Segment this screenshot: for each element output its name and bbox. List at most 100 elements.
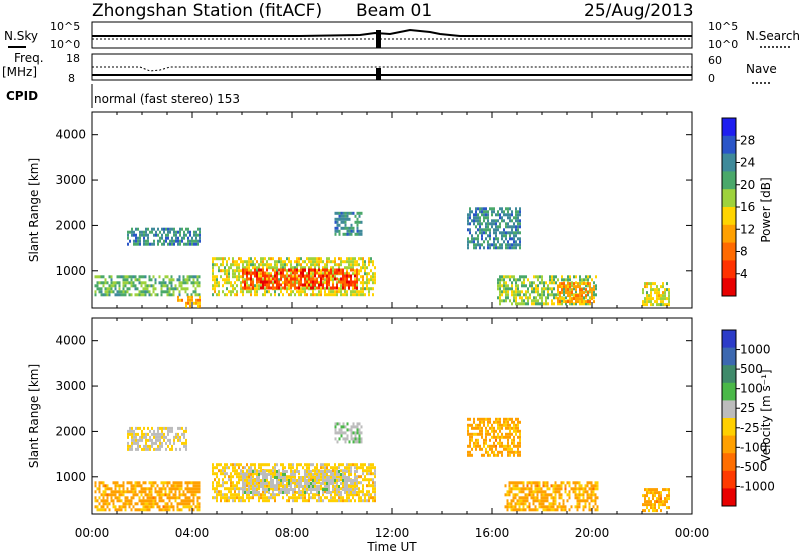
power-cell bbox=[507, 222, 509, 226]
power-cell bbox=[167, 230, 169, 234]
velocity-cell bbox=[506, 508, 509, 512]
velocity-cell bbox=[142, 487, 145, 491]
velocity-cell bbox=[181, 432, 183, 436]
power-cell bbox=[487, 225, 489, 229]
velocity-cell bbox=[104, 499, 107, 503]
power-cell bbox=[282, 293, 284, 297]
power-cell bbox=[656, 294, 658, 298]
velocity-cell bbox=[276, 485, 278, 488]
velocity-cell bbox=[338, 479, 340, 482]
velocity-cell bbox=[114, 505, 117, 509]
power-cell bbox=[232, 275, 234, 279]
power-cell bbox=[167, 242, 169, 246]
power-cell bbox=[177, 295, 179, 299]
power-cell bbox=[185, 233, 187, 237]
power-cell bbox=[137, 239, 139, 243]
velocity-cell bbox=[520, 496, 523, 500]
velocity-cell bbox=[483, 444, 485, 448]
velocity-cell bbox=[508, 502, 511, 506]
velocity-cell bbox=[576, 508, 579, 512]
velocity-cell bbox=[344, 491, 346, 494]
velocity-cell bbox=[156, 490, 159, 494]
power-cell bbox=[471, 240, 473, 244]
station-title: Zhongshan Station (fitACF) bbox=[92, 1, 322, 21]
velocity-cell bbox=[164, 508, 167, 512]
velocity-cell bbox=[348, 469, 350, 473]
power-cell bbox=[294, 286, 296, 290]
power-cell bbox=[154, 287, 157, 291]
power-cell bbox=[272, 277, 274, 281]
velocity-cell bbox=[238, 475, 240, 479]
power-cell bbox=[186, 281, 189, 285]
velocity-cell bbox=[302, 466, 304, 470]
power-cell bbox=[306, 278, 308, 282]
power-cell bbox=[354, 257, 356, 261]
power-cell bbox=[354, 269, 356, 273]
velocity-cell bbox=[98, 496, 101, 500]
power-cell bbox=[232, 287, 234, 291]
power-cell bbox=[499, 207, 501, 211]
velocity-cell bbox=[238, 472, 240, 476]
velocity-cell bbox=[504, 484, 507, 488]
power-cell bbox=[467, 222, 469, 226]
power-cell bbox=[306, 280, 308, 284]
power-cell bbox=[473, 240, 475, 244]
velocity-colorbar-segment bbox=[722, 435, 736, 454]
velocity-cell bbox=[286, 488, 288, 491]
velocity-cell bbox=[546, 484, 549, 488]
velocity-cell bbox=[574, 505, 577, 509]
power-cell bbox=[346, 293, 348, 297]
velocity-cell bbox=[544, 493, 547, 497]
velocity-cell bbox=[120, 499, 123, 503]
velocity-cell bbox=[586, 493, 589, 497]
velocity-cell bbox=[94, 499, 97, 503]
power-cell bbox=[155, 233, 157, 237]
velocity-cell bbox=[280, 476, 282, 479]
power-cell bbox=[477, 222, 479, 226]
power-cell bbox=[157, 233, 159, 237]
velocity-cell bbox=[366, 472, 368, 476]
velocity-cell bbox=[592, 493, 595, 497]
power-cell bbox=[571, 288, 573, 292]
velocity-cell bbox=[509, 426, 511, 430]
velocity-cell bbox=[491, 426, 493, 430]
velocity-cell bbox=[495, 453, 497, 457]
velocity-cell bbox=[308, 493, 310, 497]
power-cell bbox=[234, 269, 236, 273]
power-cell bbox=[575, 297, 577, 301]
velocity-cell bbox=[104, 484, 107, 488]
velocity-cell bbox=[336, 466, 338, 470]
velocity-cell bbox=[334, 476, 336, 479]
power-cell bbox=[501, 216, 503, 220]
velocity-cell bbox=[491, 450, 493, 454]
velocity-cell bbox=[228, 490, 230, 494]
velocity-cell bbox=[163, 438, 165, 442]
velocity-cell bbox=[340, 496, 342, 500]
velocity-cell bbox=[268, 496, 270, 500]
velocity-cell bbox=[278, 487, 280, 491]
velocity-cell bbox=[515, 444, 517, 448]
power-cell bbox=[507, 246, 509, 250]
power-cell bbox=[268, 266, 270, 270]
power-cell bbox=[314, 274, 316, 278]
velocity-cell bbox=[96, 487, 99, 491]
velocity-cell bbox=[652, 494, 654, 498]
power-cell bbox=[356, 223, 359, 227]
power-cell bbox=[262, 293, 264, 297]
velocity-cell bbox=[216, 490, 218, 494]
velocity-cell bbox=[668, 497, 670, 501]
velocity-cell bbox=[495, 429, 497, 433]
velocity-cell bbox=[170, 505, 173, 509]
velocity-cell bbox=[358, 475, 360, 479]
power-cell bbox=[354, 232, 357, 236]
velocity-cell bbox=[196, 496, 199, 500]
velocity-cell bbox=[246, 491, 248, 494]
power-cell bbox=[551, 281, 553, 285]
velocity-cell bbox=[306, 473, 308, 476]
velocity-cell bbox=[135, 441, 137, 445]
velocity-cell bbox=[166, 493, 169, 497]
velocity-cell bbox=[471, 435, 473, 439]
velocity-cell bbox=[244, 482, 246, 485]
velocity-cell bbox=[148, 481, 151, 485]
velocity-cell bbox=[491, 444, 493, 448]
